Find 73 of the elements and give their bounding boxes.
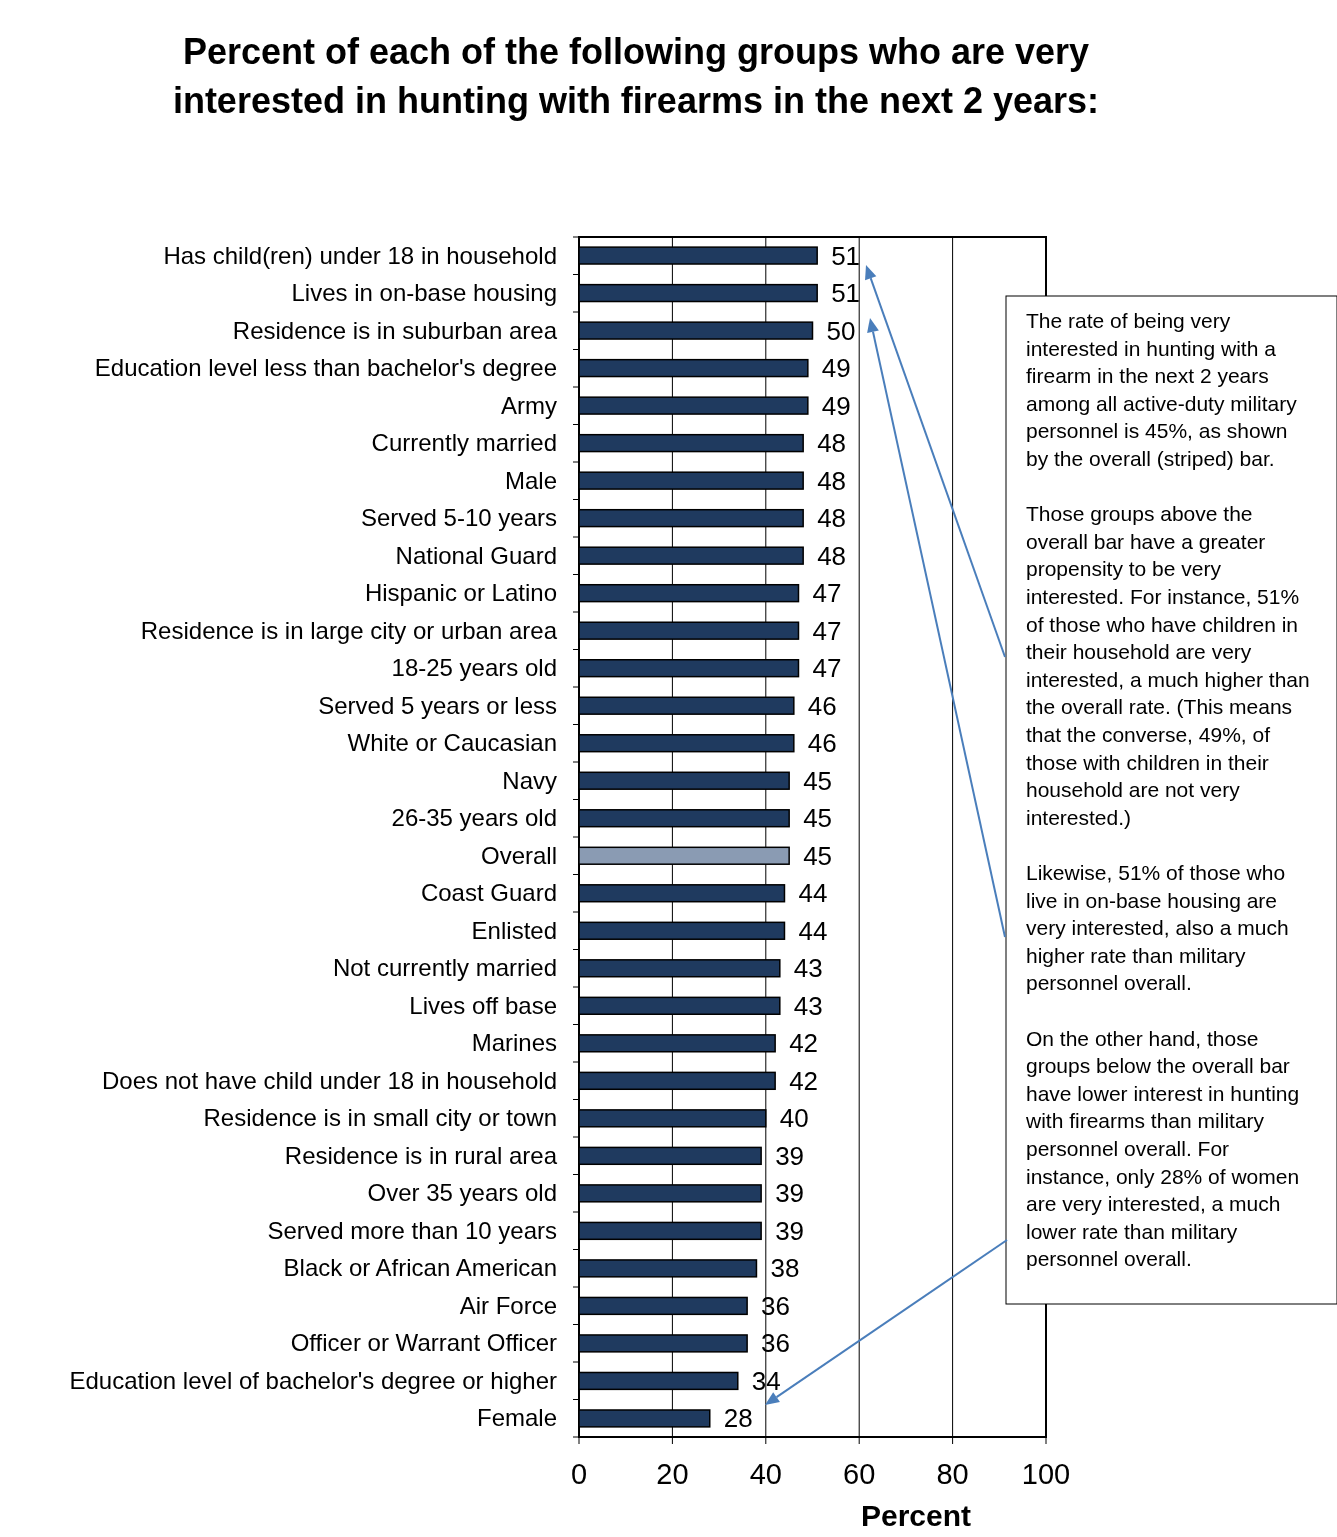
y-tick-label: Served more than 10 years	[267, 1216, 557, 1244]
y-tick-label: Marines	[471, 1029, 557, 1057]
y-tick-label: Lives in on-base housing	[291, 279, 557, 307]
y-tick-label: Residence is in large city or urban area	[140, 616, 558, 644]
y-tick-label: National Guard	[395, 541, 557, 569]
data-label: 28	[723, 1403, 753, 1434]
data-label: 38	[770, 1253, 800, 1284]
y-tick-label: Hispanic or Latino	[364, 579, 557, 607]
x-tick-label: 40	[749, 1458, 782, 1490]
y-tick-label: Residence is in rural area	[284, 1141, 558, 1169]
data-label: 48	[817, 465, 847, 496]
data-label: 46	[807, 690, 837, 721]
data-label: 46	[807, 728, 837, 759]
data-label: 45	[803, 803, 833, 834]
text: On the other hand, those groups below the overall bar have lower interest in hunting with firearms than military personnel overall. For instance, only 28% of women are very interested, a much lower rate than military personnel overall.	[1026, 1026, 1300, 1271]
y-tick-label: Female	[476, 1404, 557, 1432]
data-label: 49	[821, 390, 851, 421]
data-label: 49	[821, 353, 851, 384]
y-tick-label: Officer or Warrant Officer	[290, 1329, 557, 1357]
data-label: 48	[817, 503, 847, 534]
y-tick-label: Served 5-10 years	[360, 504, 557, 532]
x-tick-label: 60	[843, 1458, 876, 1490]
data-label: 44	[798, 878, 828, 909]
y-tick-label: Over 35 years old	[367, 1179, 557, 1207]
y-tick-label: Overall	[480, 841, 557, 869]
data-label: 44	[798, 915, 828, 946]
x-tick-label: 80	[936, 1458, 969, 1490]
y-tick-label: Education level less than bachelor's degree	[94, 354, 557, 382]
data-label: 42	[789, 1065, 819, 1096]
data-label: 45	[803, 765, 833, 796]
x-tick-label: 0	[570, 1458, 588, 1490]
data-label: 40	[779, 1103, 809, 1134]
y-tick-label: Coast Guard	[420, 879, 557, 907]
data-label: 47	[812, 653, 842, 684]
chart-title: Percent of each of the following groups who are very interested in hunting with firearms in the next 2 years:	[172, 31, 1100, 121]
data-label: 39	[775, 1215, 805, 1246]
data-label: 39	[775, 1178, 805, 1209]
y-tick-label: Enlisted	[471, 916, 557, 944]
annotation: The rate of being very interested in hunting with a firearm in the next 2 years among all active-duty military personnel is 45%, as shown by the overall (striped) bar.	[1026, 309, 1298, 470]
data-label: 48	[817, 428, 847, 459]
x-tick-label: 100	[1021, 1458, 1071, 1490]
data-label: 43	[793, 990, 823, 1021]
y-tick-label: Has child(ren) under 18 in household	[163, 241, 557, 269]
text: Those groups above the overall bar have a greater propensity to be very interested. For instance, 51% of those who have children in their household are very interested, a much higher than the overall rate. (This means that the converse, 49%, of those with children in their household are not very interested.)	[1026, 502, 1310, 829]
y-tick-label: Not currently married	[332, 954, 557, 982]
y-tick-label: Does not have child under 18 in household	[102, 1066, 557, 1094]
y-tick-label: Currently married	[371, 429, 557, 457]
y-tick-label: 18-25 years old	[391, 654, 557, 682]
y-tick-label: Black or African American	[283, 1254, 557, 1282]
y-tick-label: Air Force	[459, 1291, 557, 1319]
data-label: 45	[803, 840, 833, 871]
data-label: 39	[775, 1140, 805, 1171]
data-label: 43	[793, 953, 823, 984]
data-label: 47	[812, 615, 842, 646]
y-tick-label: Residence is in small city or town	[203, 1104, 557, 1132]
data-label: 47	[812, 578, 842, 609]
data-label: 51	[831, 240, 861, 271]
x-tick-label: 20	[656, 1458, 689, 1490]
y-tick-label: Male	[504, 466, 557, 494]
annotation: Likewise, 51% of those who live in on-base housing are very interested, also a much higher rate than military personnel overall.	[1026, 861, 1289, 995]
data-label: 51	[831, 278, 861, 309]
y-tick-label: 26-35 years old	[391, 804, 557, 832]
data-label: 50	[826, 315, 856, 346]
y-tick-label: Served 5 years or less	[318, 691, 557, 719]
y-tick-label: Army	[501, 391, 557, 419]
data-label: 42	[789, 1028, 819, 1059]
data-label: 48	[817, 540, 847, 571]
y-tick-label: Residence is in suburban area	[232, 316, 558, 344]
y-tick-label: Navy	[502, 766, 557, 794]
y-tick-label: Education level of bachelor's degree or higher	[69, 1366, 557, 1394]
x-axis-title: Percent	[860, 1499, 972, 1532]
y-tick-label: White or Caucasian	[347, 729, 557, 757]
y-tick-label: Lives off base	[409, 991, 557, 1019]
